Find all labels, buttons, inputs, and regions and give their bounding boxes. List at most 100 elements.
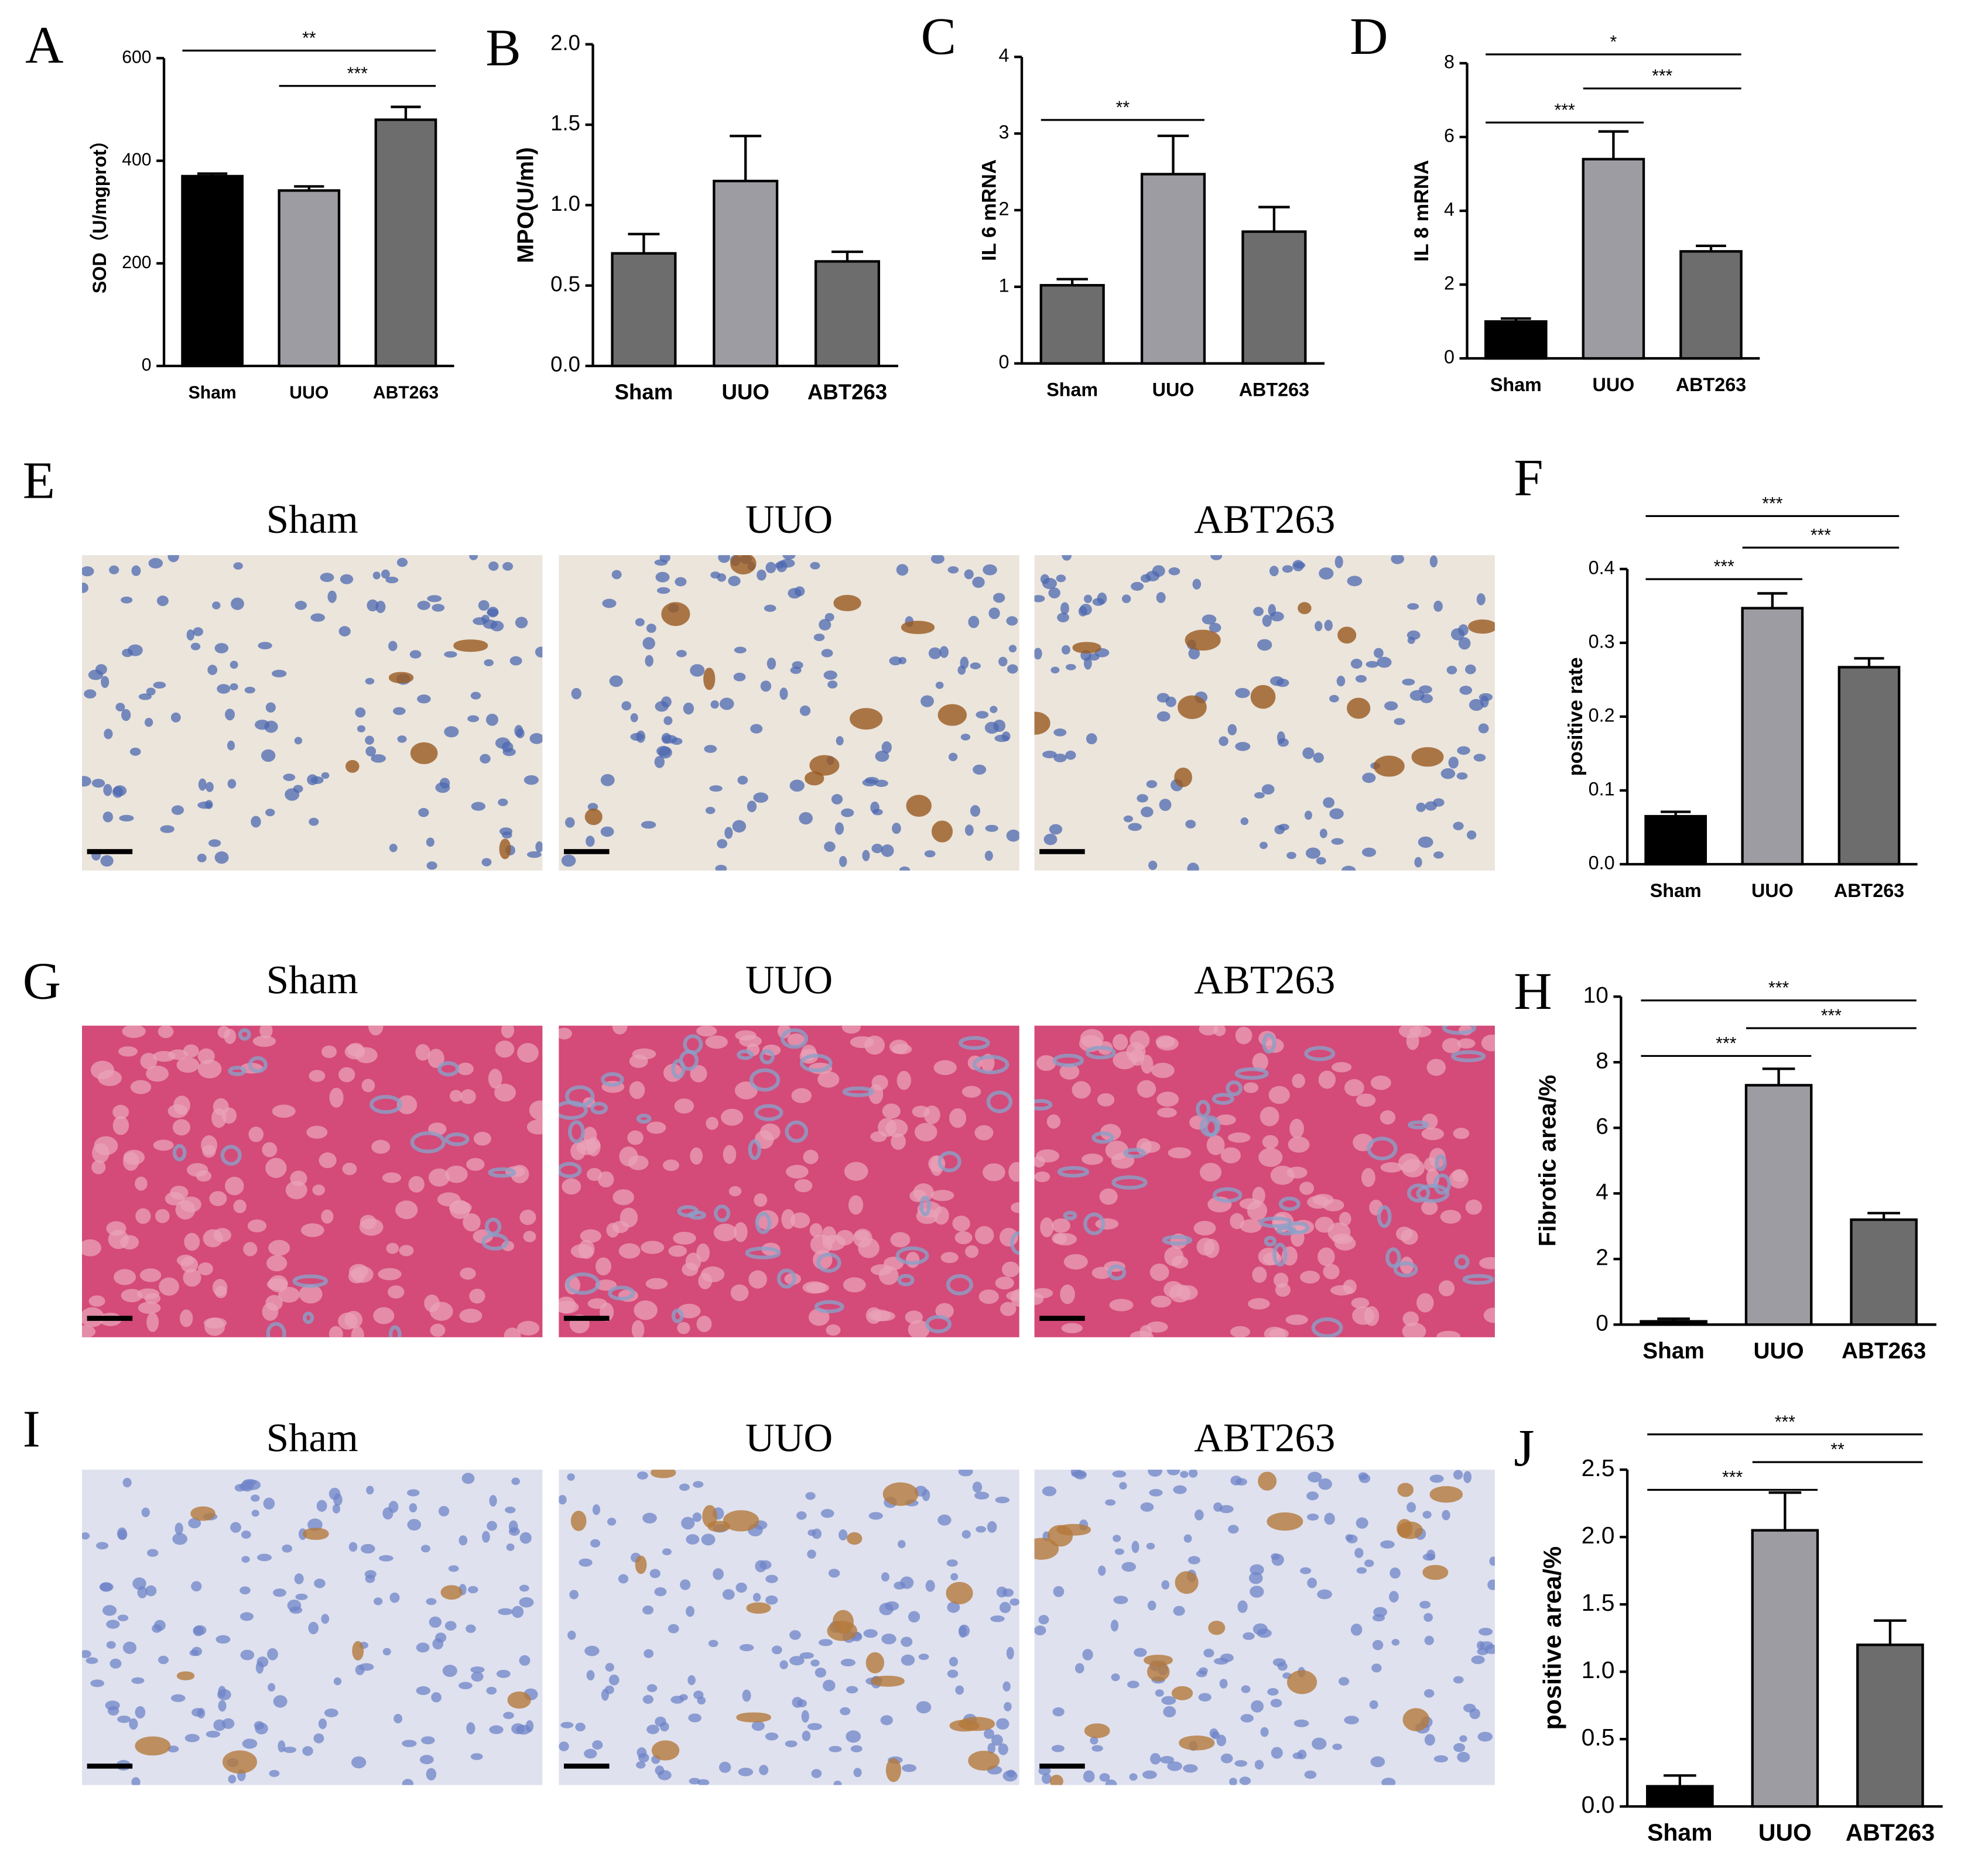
nucleus	[1034, 1625, 1046, 1635]
nucleus	[1203, 1648, 1214, 1658]
nucleus	[823, 670, 837, 680]
nucleus	[854, 1230, 870, 1241]
stain	[559, 1100, 588, 1120]
nucleus	[481, 858, 492, 867]
nucleus	[833, 1781, 842, 1785]
nucleus	[739, 1644, 754, 1652]
nucleus	[612, 1025, 628, 1035]
nucleus	[592, 1504, 601, 1515]
nucleus	[1141, 1055, 1154, 1074]
nucleus	[1007, 664, 1018, 674]
panel-letter: I	[23, 1399, 40, 1458]
nucleus	[580, 1229, 601, 1243]
nucleus	[559, 1495, 567, 1505]
nucleus	[146, 687, 156, 696]
nucleus	[1042, 577, 1058, 590]
nucleus	[535, 841, 543, 853]
stain	[410, 742, 438, 765]
stain	[882, 1482, 919, 1506]
nucleus	[328, 1326, 343, 1337]
nucleus	[719, 697, 734, 710]
nucleus	[387, 1285, 405, 1299]
stain	[190, 1506, 215, 1521]
y-tick-label: 0	[1444, 347, 1455, 368]
stain	[885, 1758, 901, 1782]
nucleus	[432, 604, 445, 612]
stain	[1408, 1120, 1429, 1129]
stain	[1367, 1136, 1398, 1160]
nucleus	[1312, 1193, 1334, 1206]
nucleus	[679, 1483, 690, 1491]
nucleus	[1183, 1764, 1198, 1773]
nucleus	[266, 1255, 288, 1272]
nucleus	[690, 664, 705, 677]
nucleus	[687, 1675, 696, 1686]
stain	[781, 1028, 809, 1049]
nucleus	[368, 1025, 384, 1036]
nucleus	[882, 1103, 901, 1119]
nucleus	[214, 1285, 227, 1299]
nucleus	[1429, 555, 1438, 568]
nucleus	[261, 749, 276, 762]
nucleus	[265, 1295, 283, 1311]
nucleus	[1398, 1153, 1420, 1173]
nucleus	[1250, 1586, 1264, 1598]
y-axis-label: MPO(U/ml)	[514, 147, 539, 263]
nucleus	[196, 1170, 212, 1182]
stain	[713, 1204, 731, 1223]
nucleus	[511, 1477, 520, 1485]
nucleus	[705, 1035, 728, 1049]
nucleus	[1313, 752, 1324, 763]
panel-letter: D	[1350, 6, 1388, 66]
nucleus	[1155, 1689, 1164, 1697]
x-tick-label: Sham	[1642, 1338, 1705, 1364]
nucleus	[146, 1312, 159, 1332]
nucleus	[287, 1599, 302, 1612]
x-tick-label: Sham	[1046, 379, 1098, 400]
nucleus	[1099, 1773, 1110, 1782]
stain	[1226, 1080, 1243, 1097]
stain	[488, 1167, 516, 1178]
stain	[1377, 1205, 1392, 1228]
nucleus	[754, 1193, 768, 1207]
stain	[931, 820, 953, 843]
nucleus	[1078, 606, 1087, 617]
nucleus	[819, 1639, 833, 1646]
nucleus	[710, 571, 721, 579]
nucleus	[1155, 1035, 1175, 1048]
nucleus	[1316, 857, 1326, 865]
nucleus	[198, 778, 207, 791]
nucleus	[1234, 1760, 1248, 1767]
nucleus	[471, 1672, 484, 1682]
stain	[566, 1272, 600, 1295]
nucleus	[138, 693, 152, 700]
nucleus	[1253, 607, 1264, 617]
nucleus	[1433, 1755, 1449, 1762]
nucleus	[1159, 799, 1172, 812]
nucleus	[333, 1677, 342, 1686]
nucleus	[850, 1745, 863, 1752]
nucleus	[955, 1685, 964, 1695]
bar	[1646, 1785, 1714, 1808]
nucleus	[408, 1176, 425, 1193]
nucleus	[1260, 1107, 1279, 1127]
nucleus	[1074, 1663, 1084, 1673]
nucleus	[1394, 718, 1405, 725]
nucleus	[488, 561, 499, 571]
stain	[1052, 1053, 1084, 1067]
stain	[1416, 1184, 1450, 1203]
y-tick-label: 1.0	[1582, 1656, 1615, 1683]
nucleus	[840, 1659, 856, 1667]
significance-label: **	[302, 29, 316, 48]
nucleus	[469, 555, 478, 560]
stain	[730, 555, 757, 575]
stain	[661, 602, 690, 627]
nucleus	[715, 864, 727, 871]
nucleus	[1332, 1233, 1353, 1244]
nucleus	[785, 1740, 798, 1748]
panel-letter: B	[485, 18, 521, 77]
x-tick-label: ABT263	[807, 380, 887, 404]
nucleus	[230, 1522, 241, 1533]
nucleus	[751, 1721, 765, 1731]
y-tick-label: 200	[122, 253, 151, 272]
